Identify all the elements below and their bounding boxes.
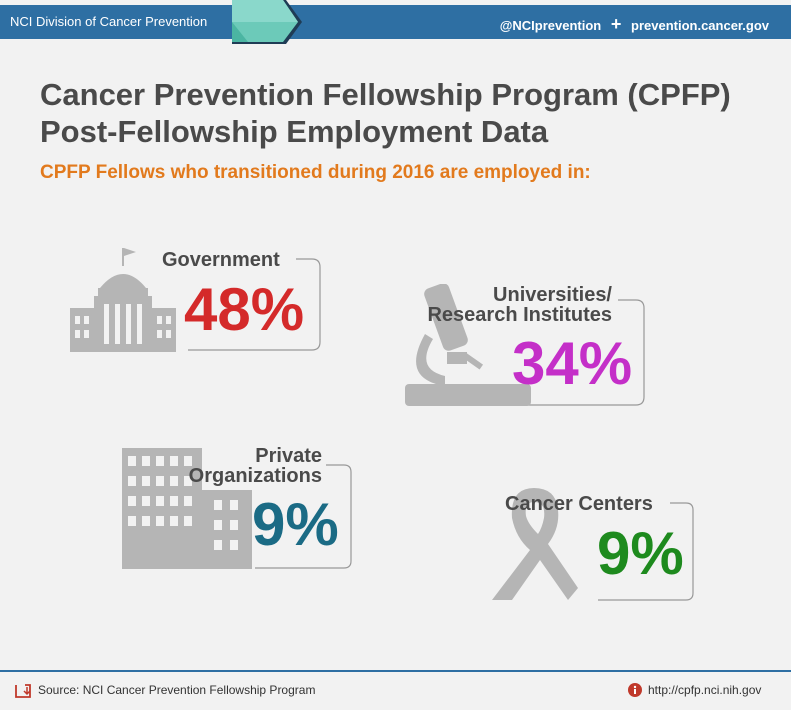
- government-percent: 48%: [184, 276, 305, 343]
- capitol-icon: [70, 248, 176, 352]
- info-icon: [628, 683, 642, 697]
- footer-divider: [0, 670, 791, 672]
- government-label: Government: [162, 249, 280, 271]
- twitter-handle[interactable]: @NCIprevention: [499, 18, 602, 33]
- ribbon-icon: [492, 488, 578, 600]
- site-link[interactable]: prevention.cancer.gov: [631, 18, 769, 33]
- office-buildings-icon: [122, 448, 252, 569]
- footer-url[interactable]: http://cpfp.nci.nih.gov: [648, 683, 762, 697]
- microscope-icon: [405, 284, 531, 406]
- subtitle: CPFP Fellows who transitioned during 201…: [40, 162, 591, 183]
- header-links: @NCIprevention + prevention.cancer.gov: [500, 14, 769, 35]
- cancer-centers-percent: 9%: [597, 520, 684, 587]
- page-title: Cancer Prevention Fellowship Program (CP…: [40, 77, 731, 149]
- universities-percent: 34%: [512, 330, 633, 397]
- private-label: Private Organizations: [188, 445, 322, 487]
- private-percent: 9%: [252, 491, 339, 558]
- universities-label: Universities/Research Institutes: [427, 284, 612, 326]
- source-arrow-icon: [15, 684, 31, 698]
- hexagon-logo-icon: [232, 0, 302, 44]
- source-text: Source: NCI Cancer Prevention Fellowship…: [38, 683, 316, 697]
- plus-icon: +: [610, 14, 622, 34]
- org-name: NCI Division of Cancer Prevention: [10, 14, 208, 29]
- cancer-centers-label: Cancer Centers: [505, 493, 653, 515]
- header-bar: NCI Division of Cancer Prevention @NCIpr…: [0, 5, 791, 39]
